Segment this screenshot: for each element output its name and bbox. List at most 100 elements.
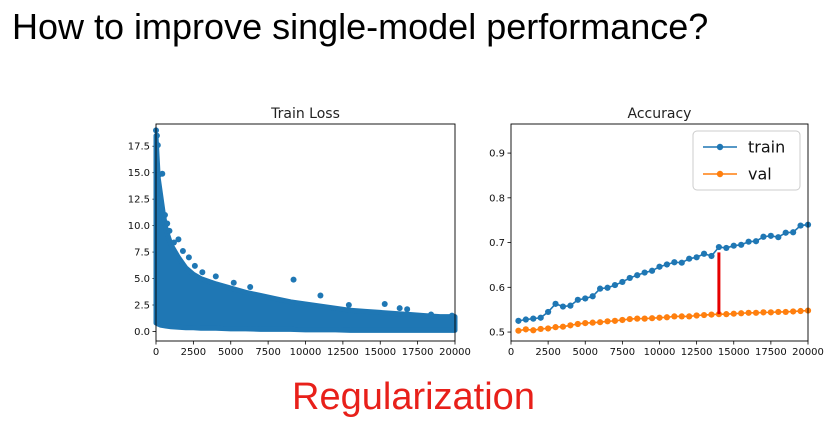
series-point-train <box>745 238 752 245</box>
series-point-train <box>686 255 693 262</box>
loss-point <box>345 302 352 309</box>
x-tick-label: 12500 <box>327 347 359 358</box>
y-tick-label: 12.5 <box>128 195 150 206</box>
train-loss-chart: Train Loss 0 2500 5000 7500 10000 12500 15000 17… <box>128 106 471 358</box>
loss-point <box>230 279 237 286</box>
series-point-val <box>552 324 559 331</box>
series-point-train <box>597 285 604 292</box>
series-point-train <box>700 250 708 257</box>
x-tick-label: 7500 <box>255 347 280 358</box>
series-point-val <box>545 325 552 332</box>
chart-title: Train Loss <box>270 106 340 122</box>
series-point-val <box>760 309 767 316</box>
chart-title: Accuracy <box>628 106 692 122</box>
series-point-val <box>752 309 760 316</box>
series-point-val <box>604 318 611 325</box>
series-point-val <box>515 327 522 334</box>
regularization-label: Regularization <box>292 376 535 418</box>
series-point-val <box>656 314 663 321</box>
loss-point <box>170 239 177 246</box>
y-tick-label: 0.5 <box>489 328 505 339</box>
series-point-val <box>745 309 752 316</box>
series-point-train <box>530 315 537 322</box>
series-point-val <box>589 319 596 326</box>
loss-point <box>175 236 182 243</box>
series-point-train <box>767 232 774 239</box>
plot-frame <box>155 123 456 342</box>
series-point-val <box>686 313 693 320</box>
series-point-val <box>693 312 700 319</box>
y-tick-label: 0.0 <box>134 327 150 338</box>
legend-marker-val <box>716 170 724 178</box>
loss-point <box>199 269 206 276</box>
series-line-train <box>518 223 809 322</box>
series-point-train <box>611 281 619 289</box>
series-point-train <box>782 229 789 236</box>
series-point-val <box>522 326 529 333</box>
y-tick-label: 15.0 <box>128 168 150 179</box>
slide-title: How to improve single-model performance? <box>12 6 709 47</box>
series-point-train <box>582 295 589 302</box>
loss-point <box>166 227 173 234</box>
legend: train val <box>692 130 801 191</box>
loss-point <box>185 254 192 261</box>
series-point-val <box>619 316 626 324</box>
series-point-train <box>537 314 544 321</box>
series-point-train <box>693 254 700 261</box>
y-tick-label: 17.5 <box>128 142 150 153</box>
y-tick-label: 0.9 <box>489 149 505 160</box>
series-point-val <box>782 308 789 316</box>
y-tick-label: 7.5 <box>134 248 150 259</box>
series-point-val <box>723 311 730 318</box>
y-tick-label: 0.8 <box>489 193 505 204</box>
loss-point <box>158 205 165 212</box>
x-tick-label: 5000 <box>218 347 243 358</box>
loss-point <box>396 305 403 312</box>
loss-point <box>191 262 198 269</box>
series-point-val <box>626 315 633 323</box>
loss-point <box>164 220 171 227</box>
loss-point <box>317 292 324 299</box>
series-point-train <box>574 296 581 303</box>
series-point-train <box>715 243 723 251</box>
loss-point <box>159 170 166 177</box>
series-point-train <box>738 241 745 248</box>
y-tick-label: 10.0 <box>128 221 150 232</box>
series-point-train <box>678 259 685 266</box>
x-tick-label: 17500 <box>402 347 434 358</box>
legend-label-train: train <box>748 138 785 157</box>
x-tick-label: 12500 <box>681 347 713 358</box>
series-point-train <box>708 252 715 260</box>
y-tick-label: 5.0 <box>134 274 150 285</box>
series-point-train <box>723 244 730 252</box>
series-point-val <box>797 307 804 315</box>
loss-point <box>153 132 160 139</box>
loss-density-band <box>153 133 458 333</box>
series-point-train <box>634 272 641 279</box>
series-point-val <box>708 311 715 318</box>
loss-point <box>449 312 456 319</box>
series-point-val <box>530 327 537 334</box>
plot-frame <box>510 123 809 342</box>
series-point-val <box>663 314 671 321</box>
series-point-train <box>522 316 529 323</box>
series-point-val <box>574 320 581 328</box>
x-tick-label: 20000 <box>792 347 824 358</box>
y-tick-label: 0.7 <box>489 238 505 249</box>
series-point-train <box>663 261 671 268</box>
series-point-train <box>671 259 678 266</box>
x-tick-label: 10000 <box>644 347 676 358</box>
y-tick-label: 2.5 <box>134 301 150 312</box>
series-point-train <box>589 293 596 300</box>
series-point-val <box>700 311 708 319</box>
series-point-val <box>597 319 604 326</box>
legend-label-val: val <box>748 165 772 184</box>
series-point-train <box>730 242 737 249</box>
loss-point <box>212 273 219 280</box>
loss-point <box>290 276 297 283</box>
series-point-train <box>760 233 767 240</box>
y-tick-label: 0.6 <box>489 283 505 294</box>
series-point-train <box>656 263 663 270</box>
series-point-val <box>611 317 619 324</box>
